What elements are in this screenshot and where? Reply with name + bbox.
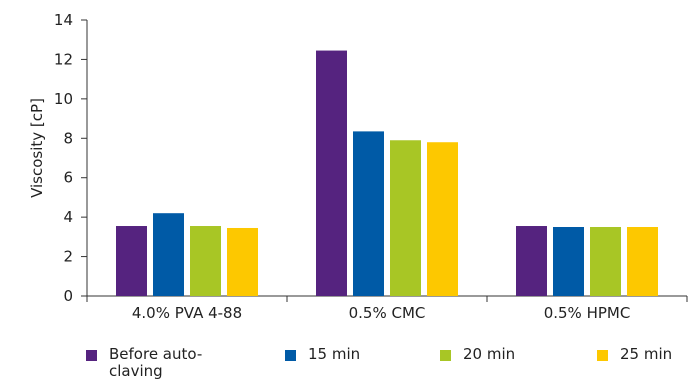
- bars: [116, 50, 658, 296]
- y-axis: 0 2 4 6 8 10 12 14: [54, 11, 88, 305]
- y-tick-label: 12: [54, 50, 73, 68]
- x-tick-label: 4.0% PVA 4-88: [132, 304, 242, 322]
- y-tick-label: 0: [63, 287, 73, 305]
- y-tick-label: 2: [63, 248, 73, 266]
- y-tick-label: 8: [63, 129, 73, 147]
- x-tick-label: 0.5% CMC: [349, 304, 426, 322]
- y-tick-label: 10: [54, 90, 73, 108]
- bar: [516, 226, 547, 296]
- bar: [190, 226, 221, 296]
- x-tick-label: 0.5% HPMC: [544, 304, 631, 322]
- bar: [153, 213, 184, 296]
- bar: [353, 131, 384, 296]
- bar: [627, 227, 658, 296]
- bar: [390, 140, 421, 296]
- x-axis: 4.0% PVA 4-88 0.5% CMC 0.5% HPMC: [86, 295, 688, 322]
- bar: [590, 227, 621, 296]
- y-tick-label: 6: [63, 169, 73, 187]
- bar: [316, 50, 347, 296]
- bar: [116, 226, 147, 296]
- bar: [427, 142, 458, 296]
- bar: [227, 227, 258, 296]
- y-axis-title: Viscosity [cP]: [28, 98, 46, 198]
- bar: [553, 227, 584, 296]
- y-tick-label: 4: [63, 208, 73, 226]
- y-tick-label: 14: [54, 11, 73, 29]
